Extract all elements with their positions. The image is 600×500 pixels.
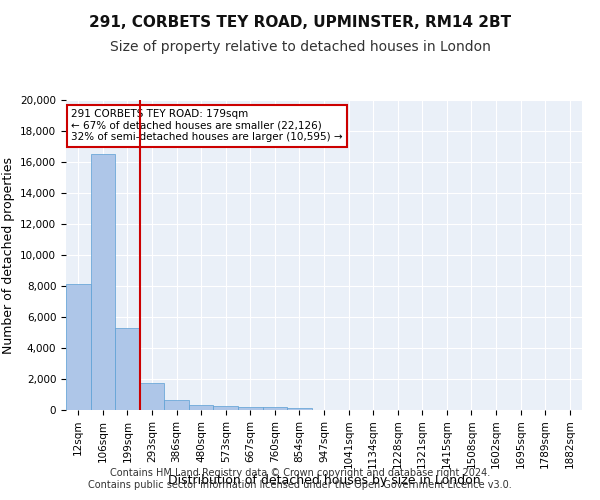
Bar bbox=[164, 400, 189, 410]
Bar bbox=[238, 407, 263, 410]
Bar bbox=[263, 408, 287, 410]
Bar bbox=[140, 383, 164, 410]
Bar bbox=[115, 328, 140, 410]
Bar bbox=[214, 406, 238, 410]
X-axis label: Distribution of detached houses by size in London: Distribution of detached houses by size … bbox=[167, 474, 481, 487]
Bar bbox=[66, 284, 91, 410]
Bar bbox=[91, 154, 115, 410]
Bar bbox=[287, 408, 312, 410]
Text: 291 CORBETS TEY ROAD: 179sqm
← 67% of detached houses are smaller (22,126)
32% o: 291 CORBETS TEY ROAD: 179sqm ← 67% of de… bbox=[71, 110, 343, 142]
Text: Contains HM Land Registry data © Crown copyright and database right 2024.
Contai: Contains HM Land Registry data © Crown c… bbox=[88, 468, 512, 490]
Text: Size of property relative to detached houses in London: Size of property relative to detached ho… bbox=[110, 40, 490, 54]
Text: 291, CORBETS TEY ROAD, UPMINSTER, RM14 2BT: 291, CORBETS TEY ROAD, UPMINSTER, RM14 2… bbox=[89, 15, 511, 30]
Bar bbox=[189, 405, 214, 410]
Y-axis label: Number of detached properties: Number of detached properties bbox=[2, 156, 14, 354]
